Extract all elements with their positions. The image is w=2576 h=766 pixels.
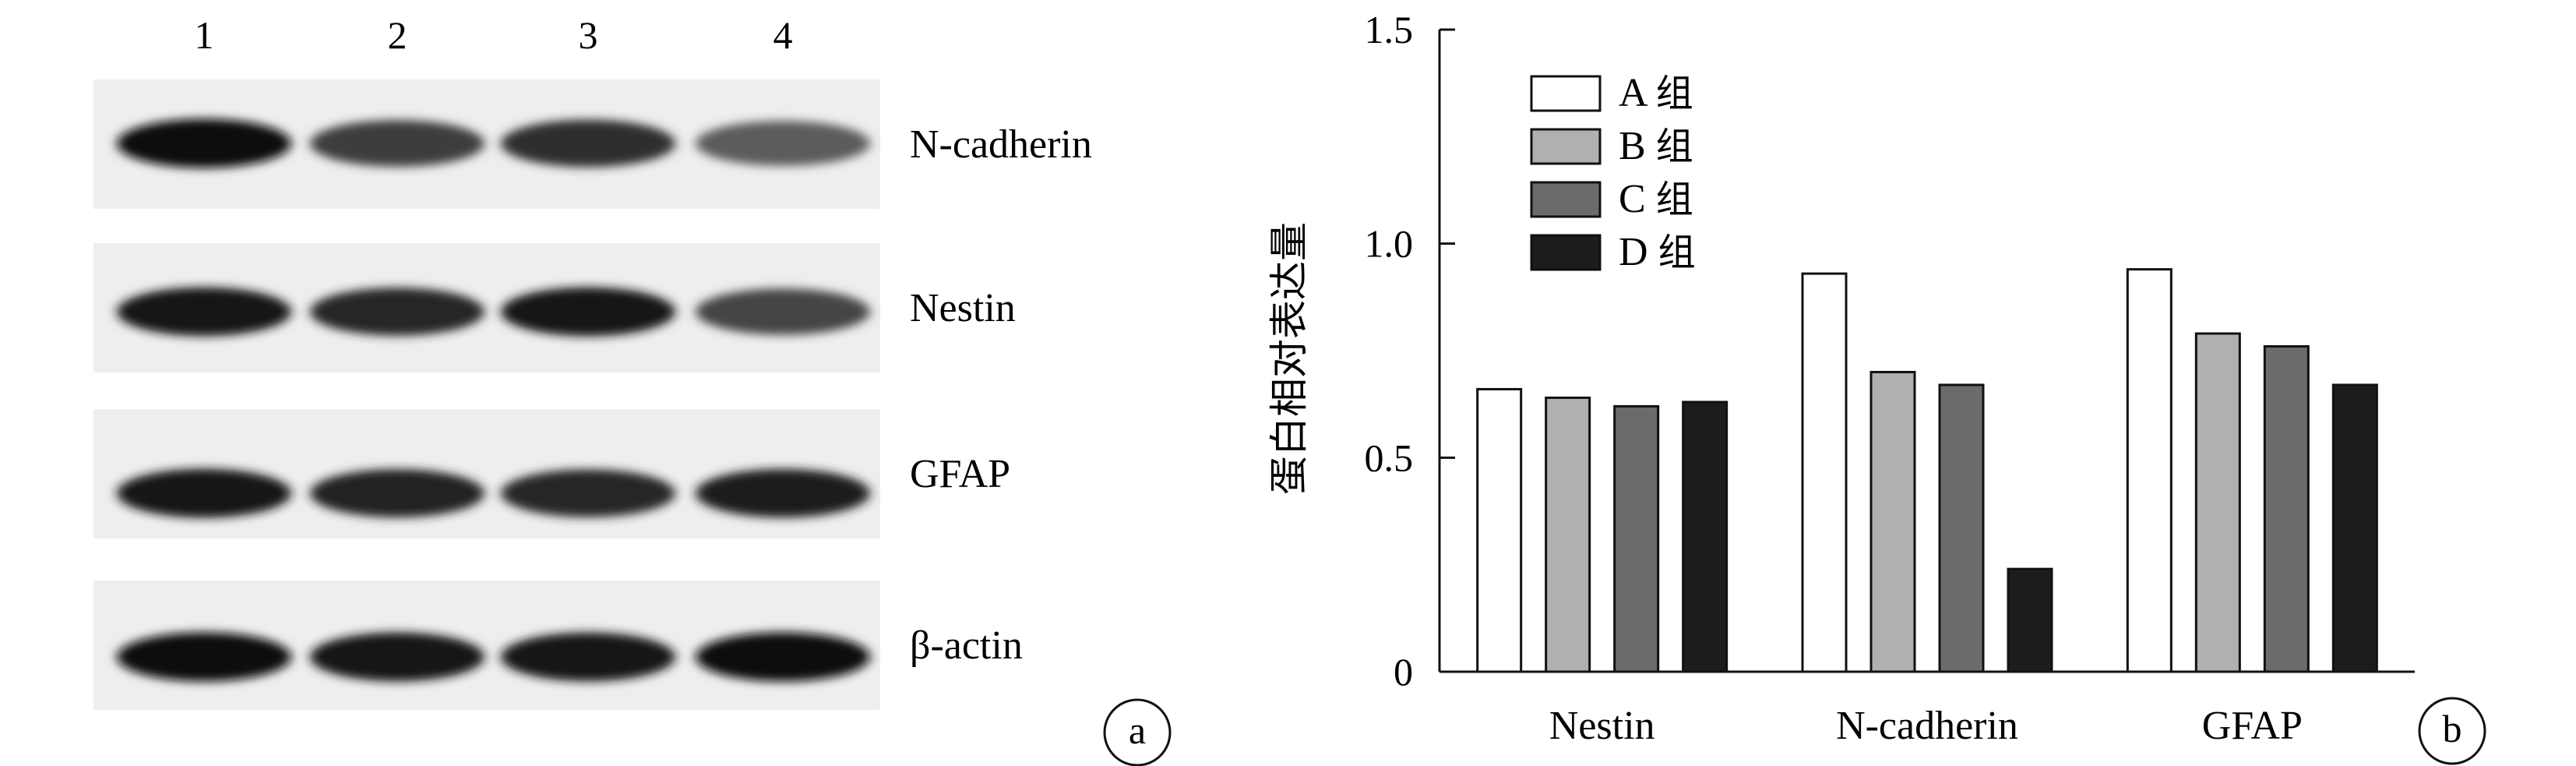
x-category-label: N-cadherin [1836,704,2018,748]
protein-band [696,468,870,518]
legend-swatch [1530,181,1602,218]
y-axis: 0 0.5 1.0 1.5 [1365,8,1455,694]
y-tick-label: 0 [1394,650,1413,694]
protein-band [117,632,291,682]
lane-label: 1 [195,13,214,57]
panel-b-badge-text: b [2443,707,2462,750]
y-tick-label: 1.5 [1365,8,1414,51]
protein-band [310,632,485,682]
protein-band [696,121,870,166]
bar [1938,383,1985,673]
legend-label: A 组 [1619,71,1693,115]
legend-label: D 组 [1619,230,1696,274]
protein-band [310,120,485,167]
protein-label: GFAP [910,452,1010,496]
protein-band [310,288,485,336]
legend-label: B 组 [1619,124,1693,168]
lane-label: 4 [774,13,793,57]
panel-a-badge: a [1103,698,1172,766]
legend: A 组 B 组 C 组 D 组 [1530,71,1696,274]
protein-band [117,287,291,337]
lane-labels: 1 2 3 4 [195,13,793,57]
bar [2007,567,2053,673]
bar [2263,345,2310,673]
protein-band [501,287,675,337]
bar [1545,396,1591,673]
bar [1613,404,1660,673]
y-tick-label: 0.5 [1365,436,1414,479]
panel-b-badge: b [2418,697,2486,765]
legend-swatch [1530,128,1602,165]
blot-row: β-actin [93,581,1023,710]
x-category-label: GFAP [2202,704,2303,748]
protein-label: N-cadherin [910,122,1092,167]
western-blot-panel: 1 2 3 4 N-cadherin Nestin GFAP β-actin a [93,13,1172,766]
bar [2126,268,2173,673]
protein-band [501,469,675,517]
x-category-label: Nestin [1549,704,1655,748]
bar [1869,370,1916,673]
protein-band [117,468,291,518]
blot-row: N-cadherin [93,79,1092,209]
lane-label: 3 [579,13,598,57]
blot-row: GFAP [93,409,1010,538]
x-axis: Nestin N-cadherin GFAP [1440,670,2415,748]
legend-swatch [1530,234,1602,271]
protein-label: Nestin [910,286,1016,330]
bar [1801,272,1848,673]
bar [1476,387,1523,673]
bar [1682,401,1728,673]
y-axis-label: 蛋白相对表达量 [1267,222,1312,495]
protein-band [310,468,485,518]
blot-row: Nestin [93,243,1016,372]
bar [2331,383,2378,673]
lane-label: 2 [388,13,407,57]
protein-band [117,118,291,168]
legend-label: C 组 [1619,177,1693,221]
legend-swatch [1530,75,1602,112]
bar [2194,332,2241,673]
blot-rows: N-cadherin Nestin GFAP β-actin [93,79,1092,710]
bars [1476,268,2378,673]
panel-a-badge-text: a [1129,708,1146,752]
protein-band [501,119,675,168]
protein-band [696,632,870,682]
bar-chart-panel: 蛋白相对表达量 00.51.01.5 Nestin N-cadherin GFAP … [1267,8,2486,765]
protein-label: β-actin [910,623,1023,668]
protein-band [696,288,870,335]
protein-band [501,632,675,682]
y-tick-label: 1.0 [1365,222,1414,266]
